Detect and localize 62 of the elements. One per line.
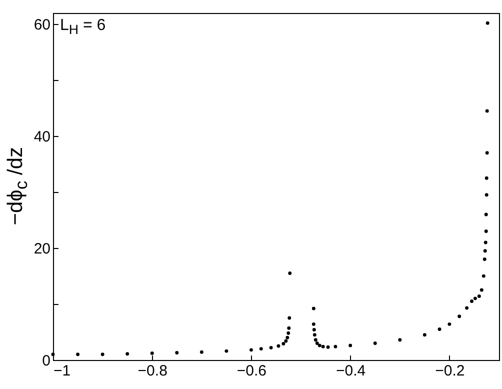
x-tick-label: −0.4 — [336, 362, 366, 380]
x-tick-label: −0.6 — [236, 362, 267, 380]
y-tick-label: 20 — [34, 240, 50, 258]
point — [314, 338, 318, 342]
point — [485, 109, 489, 113]
point — [422, 333, 426, 337]
point — [473, 296, 477, 300]
point — [286, 331, 290, 335]
point — [276, 344, 280, 348]
point — [485, 151, 489, 155]
point — [438, 327, 442, 331]
point — [483, 249, 487, 253]
annotation: L$_{H}$ = 6 — [60, 17, 106, 38]
point — [51, 352, 55, 356]
point — [398, 338, 402, 342]
point — [482, 258, 486, 261]
point — [312, 328, 316, 332]
point — [334, 344, 338, 348]
point — [150, 352, 154, 356]
point — [465, 306, 469, 310]
x-tick-label: −1 — [54, 362, 71, 380]
point — [480, 288, 484, 292]
x-tick-label: −0.2 — [435, 362, 465, 380]
point — [373, 341, 377, 345]
point — [100, 352, 104, 356]
point — [76, 352, 80, 356]
point — [312, 322, 316, 326]
point — [448, 322, 452, 326]
point — [484, 240, 488, 244]
point — [326, 345, 330, 349]
point — [269, 346, 273, 350]
point — [126, 352, 130, 356]
point — [284, 339, 288, 343]
point — [288, 272, 292, 275]
point — [484, 230, 488, 234]
point — [321, 344, 325, 348]
point — [486, 21, 490, 25]
point — [458, 314, 462, 318]
point — [318, 344, 322, 348]
point — [175, 350, 179, 354]
x-tick-label: −0.8 — [138, 362, 168, 380]
point — [484, 176, 488, 180]
point — [477, 294, 481, 298]
point — [484, 212, 488, 216]
point — [282, 342, 286, 346]
point — [484, 193, 488, 197]
point — [259, 347, 263, 351]
point — [249, 348, 253, 352]
point — [312, 306, 316, 310]
point — [482, 274, 486, 278]
y-tick-label: 60 — [34, 16, 50, 34]
point — [288, 316, 292, 320]
point — [348, 344, 352, 348]
point — [200, 350, 204, 354]
point — [312, 333, 316, 337]
y-tick-label: 0 — [42, 352, 50, 370]
y-tick-label: 40 — [34, 128, 50, 146]
point — [315, 341, 319, 345]
point — [286, 336, 290, 340]
point — [470, 300, 474, 303]
point — [287, 326, 291, 330]
point — [224, 349, 228, 353]
